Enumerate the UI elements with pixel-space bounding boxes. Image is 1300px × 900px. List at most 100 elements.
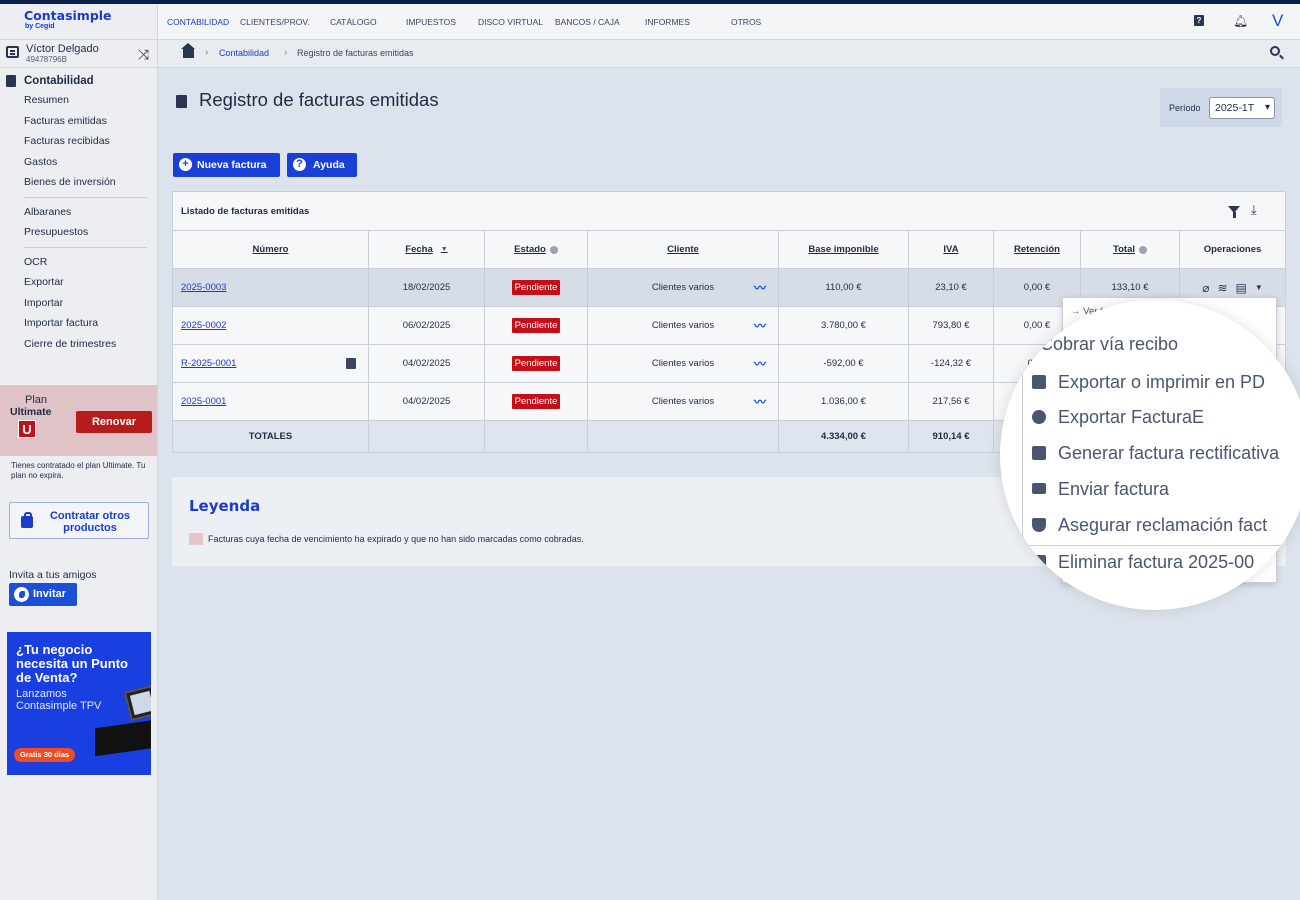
sidebar-item-presupuestos[interactable]: Presupuestos xyxy=(24,226,89,238)
sidebar-item-ocr[interactable]: OCR xyxy=(24,255,48,268)
invoice-link[interactable]: R-2025-0001 xyxy=(181,358,237,369)
cell-retencion: 0,00 € xyxy=(993,269,1080,306)
document-icon xyxy=(6,75,16,87)
sidebar-item-facturas-emitidas[interactable]: Facturas emitidas xyxy=(24,114,107,127)
cell-estado: Pendiente xyxy=(484,345,587,382)
invite-button[interactable]: Invitar xyxy=(9,583,77,606)
col-total[interactable]: Total xyxy=(1080,231,1179,268)
chevron-down-icon[interactable]: ▼ xyxy=(1254,283,1263,292)
tab-informes[interactable]: INFORMES xyxy=(645,17,690,27)
home-icon[interactable] xyxy=(181,43,195,58)
col-iva[interactable]: IVA xyxy=(908,231,993,268)
tab-clientes-prov[interactable]: CLIENTES/PROV. xyxy=(240,17,310,27)
table-title: Listado de facturas emitidas xyxy=(181,206,310,217)
status-badge: Pendiente xyxy=(511,280,561,295)
col-cliente[interactable]: Cliente xyxy=(587,231,778,268)
cell-numero: 2025-0001 xyxy=(173,383,368,420)
plan-word: Plan xyxy=(25,394,48,406)
menu-cobrar-recibo[interactable]: Cobrar vía recibo xyxy=(1040,334,1179,354)
bell-icon[interactable]: 🔔︎ xyxy=(1233,14,1249,28)
period-select[interactable]: 2025-1T xyxy=(1209,97,1275,119)
menu-insure-claim-label: Asegurar reclamación fact xyxy=(1058,515,1268,535)
legend-text: Facturas cuya fecha de vencimiento ha ex… xyxy=(208,534,584,544)
sidebar-item-albaranes[interactable]: Albaranes xyxy=(24,205,72,218)
renew-button[interactable]: Renovar xyxy=(76,411,152,433)
promo-banner[interactable]: ¿Tu negocio necesita un Punto de Venta? … xyxy=(7,632,151,775)
brand-name: Contasimple xyxy=(24,8,112,23)
totals-empty xyxy=(484,421,587,452)
invoice-link[interactable]: 2025-0003 xyxy=(181,282,227,293)
switch-company-icon[interactable]: ⤨ xyxy=(137,46,149,62)
cell-base: 110,00 € xyxy=(778,269,908,306)
brand-logo[interactable]: Contasimple by Cegid xyxy=(0,4,157,40)
trend-icon[interactable]: 〰 xyxy=(753,357,766,371)
breadcrumb-contabilidad[interactable]: Contabilidad xyxy=(219,48,270,58)
sort-down-icon: ▼ xyxy=(440,246,448,253)
table-header-row: Número Fecha ▼ Estado Cliente Base imponi… xyxy=(173,230,1285,268)
menu-insure-claim[interactable]: Asegurar reclamación fact xyxy=(1032,515,1267,536)
top-nav: CONTABILIDAD CLIENTES/PROV. CATÁLOGO IMP… xyxy=(158,4,1300,40)
plan-box: Plan Ultimate U Renovar xyxy=(0,385,157,456)
help-icon[interactable]: ? xyxy=(1194,15,1204,26)
client-name: Clientes varios xyxy=(651,396,715,407)
paperclip-icon[interactable]: ⌀ xyxy=(1202,280,1210,295)
sidebar-item-resumen[interactable]: Resumen xyxy=(24,94,69,106)
cell-retencion xyxy=(993,383,1080,420)
coins-icon[interactable]: ≋ xyxy=(1217,280,1228,295)
col-retencion[interactable]: Retención xyxy=(993,231,1080,268)
avatar[interactable]: V xyxy=(1272,11,1284,30)
tab-otros[interactable]: OTROS xyxy=(731,17,762,27)
filter-icon[interactable] xyxy=(1228,206,1240,218)
cell-base: 3.780,00 € xyxy=(778,307,908,344)
menu-export-pdf[interactable]: Exportar o imprimir en PD xyxy=(1032,372,1265,393)
cell-estado: Pendiente xyxy=(484,307,587,344)
search-icon[interactable] xyxy=(1270,46,1280,56)
new-invoice-button[interactable]: + Nueva factura xyxy=(173,153,280,177)
help-button[interactable]: ? Ayuda xyxy=(287,153,357,177)
page-title: Registro de facturas emitidas xyxy=(199,89,439,110)
col-base-imponible[interactable]: Base imponible xyxy=(778,231,908,268)
sidebar-item-importar[interactable]: Importar xyxy=(24,296,64,309)
sidebar-item-cierre-trimestres[interactable]: Cierre de trimestres xyxy=(24,337,117,350)
download-icon[interactable]: ⤓ xyxy=(1251,202,1257,217)
cell-numero: R-2025-0001 xyxy=(173,345,368,382)
col-numero[interactable]: Número xyxy=(252,244,289,255)
col-fecha[interactable]: Fecha ▼ xyxy=(368,231,484,268)
table-row: 2025-0001 04/02/2025 Pendiente Clientes … xyxy=(173,382,1285,420)
menu-delete-invoice[interactable]: Eliminar factura 2025-00 xyxy=(1032,552,1254,573)
plan-note: Tienes contratado el plan Ultimate. Tu p… xyxy=(11,461,146,480)
sidebar-item-exportar[interactable]: Exportar xyxy=(24,276,64,288)
menu-send-invoice-label: Enviar factura xyxy=(1058,479,1170,499)
contract-products-button[interactable]: Contratar otros productos xyxy=(9,502,149,539)
tab-contabilidad[interactable]: CONTABILIDAD xyxy=(167,17,230,27)
top-strip xyxy=(0,0,1300,4)
tab-disco-virtual[interactable]: DISCO VIRTUAL xyxy=(478,17,544,27)
status-badge: Pendiente xyxy=(511,318,561,333)
overdue-swatch xyxy=(189,533,203,545)
sidebar-item-importar-factura[interactable]: Importar factura xyxy=(24,317,99,329)
tab-catalogo[interactable]: CATÁLOGO xyxy=(330,17,377,27)
trend-icon[interactable]: 〰 xyxy=(753,281,766,295)
invoice-link[interactable]: 2025-0001 xyxy=(181,396,227,407)
col-estado-label: Estado xyxy=(514,244,546,255)
totals-empty xyxy=(993,421,1080,452)
user-id: 49478796B xyxy=(26,55,67,64)
tab-bancos-caja[interactable]: BANCOS / CAJA xyxy=(555,17,620,27)
col-estado[interactable]: Estado xyxy=(484,231,587,268)
pdf-icon[interactable]: ▤ xyxy=(1235,280,1247,295)
sidebar-item-facturas-recibidas[interactable]: Facturas recibidas xyxy=(24,135,110,147)
shield-icon xyxy=(1032,518,1046,532)
promo-badge: Gratis 30 días xyxy=(14,748,76,762)
sidebar-item-bienes-inversion[interactable]: Bienes de inversión xyxy=(24,176,116,188)
sidebar-item-gastos[interactable]: Gastos xyxy=(24,155,58,168)
col-total-label: Total xyxy=(1113,244,1135,255)
trend-icon[interactable]: 〰 xyxy=(753,319,766,333)
sidebar-section-contabilidad[interactable]: Contabilidad xyxy=(0,68,157,90)
menu-rectificativa[interactable]: Generar factura rectificativa xyxy=(1032,443,1279,464)
tab-impuestos[interactable]: IMPUESTOS xyxy=(406,17,456,27)
menu-export-facturae[interactable]: Exportar FacturaE xyxy=(1032,407,1204,428)
menu-send-invoice[interactable]: Enviar factura xyxy=(1032,479,1169,500)
trend-icon[interactable]: 〰 xyxy=(753,395,766,409)
totals-empty xyxy=(368,421,484,452)
invoice-link[interactable]: 2025-0002 xyxy=(181,320,227,331)
